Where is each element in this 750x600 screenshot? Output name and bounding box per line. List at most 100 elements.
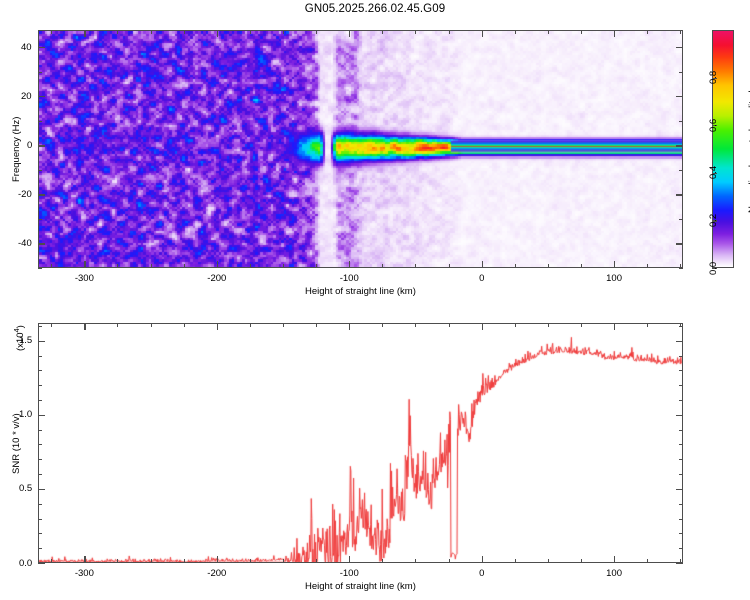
x-minor-tick-top xyxy=(514,323,516,327)
colorbar-tick-label: 0.6 xyxy=(708,118,719,132)
x-tick-label: -200 xyxy=(207,568,227,579)
y-minor-tick-right xyxy=(679,459,683,461)
x-major-tick-top xyxy=(349,30,351,37)
x-minor-tick-top xyxy=(448,30,450,34)
colorbar-tick xyxy=(712,77,717,79)
y-minor-tick-right xyxy=(679,518,683,520)
x-minor-tick xyxy=(51,559,53,563)
x-minor-tick-top xyxy=(283,323,285,327)
x-minor-tick xyxy=(581,559,583,563)
x-tick-label: -300 xyxy=(74,273,94,284)
x-minor-tick xyxy=(680,559,682,563)
x-minor-tick xyxy=(581,264,583,268)
x-minor-tick-top xyxy=(415,323,417,327)
x-minor-tick xyxy=(249,559,251,563)
y-major-tick xyxy=(38,488,45,491)
x-minor-tick xyxy=(514,264,516,268)
y-minor-tick-right xyxy=(679,400,683,402)
snr-axis-multiplier: (x104) xyxy=(12,325,27,351)
y-minor-tick-right xyxy=(679,71,683,73)
x-minor-tick-top xyxy=(249,323,251,327)
x-tick-label: 0 xyxy=(479,273,485,284)
x-minor-tick-top xyxy=(150,30,152,34)
y-major-tick xyxy=(38,340,45,342)
x-minor-tick xyxy=(415,559,417,563)
x-minor-tick xyxy=(547,264,549,268)
x-major-tick xyxy=(481,261,483,268)
y-tick-label: 0.5 xyxy=(19,483,33,495)
x-major-tick-top xyxy=(84,30,86,37)
x-minor-tick-top xyxy=(51,30,53,34)
x-major-tick xyxy=(349,556,351,563)
colorbar-tick-label: 0.2 xyxy=(708,213,719,227)
x-minor-tick xyxy=(183,559,185,563)
y-major-tick-right xyxy=(676,488,683,491)
y-major-tick-right xyxy=(676,96,683,98)
x-major-tick xyxy=(216,556,218,563)
colorbar xyxy=(712,30,734,268)
y-minor-tick-right xyxy=(679,120,683,122)
y-minor-tick-right xyxy=(679,533,683,535)
x-minor-tick xyxy=(647,559,649,563)
y-minor-tick-right xyxy=(679,548,683,550)
y-major-tick xyxy=(38,563,45,565)
y-minor-tick xyxy=(38,518,42,520)
x-major-tick xyxy=(614,261,616,268)
y-major-tick xyxy=(38,145,45,147)
x-minor-tick xyxy=(249,264,251,268)
y-major-tick-right xyxy=(676,243,683,245)
colorbar-tick-label: 0.4 xyxy=(708,166,719,180)
y-minor-tick xyxy=(38,503,42,505)
y-tick-label: 0.0 xyxy=(19,557,33,569)
x-major-tick xyxy=(614,556,616,563)
x-minor-tick-top xyxy=(647,323,649,327)
y-tick-label: 0 xyxy=(27,139,33,151)
x-minor-tick xyxy=(448,559,450,563)
spectrogram-x-axis-label: Height of straight line (km) xyxy=(305,286,416,297)
y-tick-label: 20 xyxy=(21,90,32,102)
y-minor-tick-right xyxy=(679,429,683,431)
x-minor-tick-top xyxy=(581,30,583,34)
y-minor-tick-right xyxy=(679,355,683,357)
y-minor-tick xyxy=(38,400,42,402)
spectrogram-canvas xyxy=(39,31,682,267)
x-minor-tick xyxy=(514,559,516,563)
x-major-tick xyxy=(481,556,483,563)
x-minor-tick xyxy=(283,264,285,268)
y-minor-tick-right xyxy=(679,169,683,171)
x-minor-tick-top xyxy=(448,323,450,327)
x-major-tick-top xyxy=(614,323,616,330)
x-minor-tick xyxy=(316,264,318,268)
x-minor-tick-top xyxy=(51,323,53,327)
x-minor-tick-top xyxy=(382,30,384,34)
x-major-tick-top xyxy=(481,30,483,37)
y-minor-tick xyxy=(38,71,42,73)
x-minor-tick-top xyxy=(547,30,549,34)
x-major-tick xyxy=(84,261,86,268)
x-minor-tick xyxy=(51,264,53,268)
y-tick-label: 1.5 xyxy=(19,335,33,347)
x-minor-tick xyxy=(647,264,649,268)
y-major-tick-right xyxy=(676,414,683,417)
x-minor-tick-top xyxy=(581,323,583,327)
x-tick-label: 100 xyxy=(606,568,622,579)
x-minor-tick-top xyxy=(382,323,384,327)
colorbar-tick-label: 0.8 xyxy=(708,70,719,85)
x-minor-tick xyxy=(183,264,185,268)
x-minor-tick-top xyxy=(647,30,649,34)
colorbar-tick-label: 0.0 xyxy=(708,261,719,275)
x-minor-tick xyxy=(283,559,285,563)
colorbar-tick xyxy=(712,125,717,127)
x-minor-tick xyxy=(547,559,549,563)
y-major-tick xyxy=(38,414,45,417)
x-major-tick-top xyxy=(216,30,218,37)
colorbar-tick xyxy=(712,220,717,222)
y-major-tick xyxy=(38,47,45,49)
spectrogram-plot-area xyxy=(38,30,683,268)
y-minor-tick xyxy=(38,169,42,171)
y-major-tick xyxy=(38,243,45,245)
x-major-tick-top xyxy=(481,323,483,330)
colorbar-tick xyxy=(712,268,717,270)
y-minor-tick-right xyxy=(679,325,683,327)
